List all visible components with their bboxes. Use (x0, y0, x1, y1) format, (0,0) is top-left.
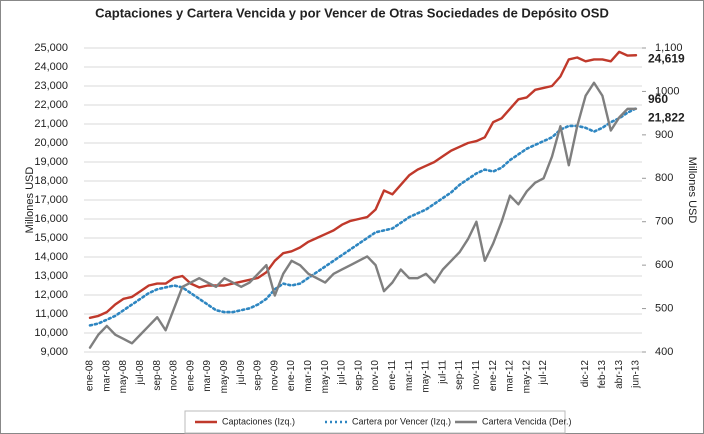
y-tick-label: 18,000 (34, 175, 68, 187)
y-tick-label: 15,000 (34, 232, 68, 244)
x-tick-label: jun-13 (631, 360, 642, 389)
data-label: 24,619 (648, 51, 685, 65)
y2-tick-label: 600 (655, 259, 673, 271)
y-tick-label: 25,000 (34, 42, 68, 54)
x-tick-label: feb-13 (597, 360, 608, 389)
x-tick-label: jul-12 (538, 360, 549, 386)
y-tick-label: 24,000 (34, 61, 68, 73)
x-tick-label: mar-09 (202, 360, 213, 392)
x-tick-label: may-08 (118, 360, 129, 394)
x-tick-label: jul-08 (135, 360, 146, 386)
legend-label: Captaciones (Izq.) (222, 416, 295, 426)
x-tick-label: ene-10 (286, 360, 297, 392)
y2-tick-label: 400 (655, 346, 673, 358)
x-tick-label: abr-13 (614, 360, 625, 389)
x-tick-label: sep-08 (152, 360, 163, 391)
x-tick-label: nov-08 (169, 360, 180, 391)
y-tick-label: 12,000 (34, 289, 68, 301)
x-tick-label: mar-08 (101, 360, 112, 392)
y-tick-label: 19,000 (34, 156, 68, 168)
y2-tick-label: 900 (655, 129, 673, 141)
x-tick-label: sep-11 (454, 360, 465, 390)
series-line (88, 81, 638, 349)
y2-tick-label: 1,100 (655, 42, 683, 54)
x-tick-label: jul-09 (236, 360, 247, 386)
x-tick-label: ene-08 (85, 360, 96, 392)
series-line (88, 107, 638, 327)
y-tick-label: 23,000 (34, 80, 68, 92)
series-line (88, 50, 638, 319)
x-tick-label: nov-10 (370, 360, 381, 391)
y2-tick-label: 1000 (655, 85, 679, 97)
x-tick-label: sep-10 (353, 360, 364, 391)
y2-axis-label: Millones USD (686, 157, 698, 224)
y-axis-label: Millones USD (24, 167, 36, 234)
x-tick-label: dic-12 (580, 360, 591, 388)
x-tick-label: nov-11 (471, 360, 482, 390)
y-tick-label: 10,000 (34, 327, 68, 339)
y-tick-label: 17,000 (34, 194, 68, 206)
x-tick-label: mar-10 (303, 360, 314, 392)
x-tick-label: ene-12 (488, 360, 499, 392)
x-tick-label: mar-11 (404, 360, 415, 391)
y-tick-label: 16,000 (34, 213, 68, 225)
x-tick-label: ene-11 (387, 360, 398, 391)
legend-label: Cartera por Vencer (Izq.) (352, 416, 451, 426)
legend-box (184, 410, 566, 434)
y-tick-label: 20,000 (34, 137, 68, 149)
x-tick-label: may-11 (421, 360, 432, 393)
x-tick-label: may-09 (219, 360, 230, 394)
y2-tick-label: 500 (655, 302, 673, 314)
x-tick-label: sep-09 (253, 360, 264, 391)
y-tick-label: 11,000 (35, 308, 68, 320)
y2-tick-label: 700 (655, 216, 673, 228)
x-tick-label: jul-10 (337, 360, 348, 386)
y-tick-label: 13,000 (34, 270, 68, 282)
data-label: 960 (648, 92, 668, 106)
y-tick-label: 14,000 (34, 251, 68, 263)
x-tick-label: mar-12 (505, 360, 516, 392)
legend-label: Cartera Vencida (Der.) (482, 416, 572, 426)
y-tick-label: 21,000 (34, 118, 68, 130)
y-tick-label: 9,000 (40, 346, 68, 358)
x-tick-label: may-10 (320, 360, 331, 394)
y2-tick-label: 800 (655, 172, 673, 184)
y-tick-label: 22,000 (34, 99, 68, 111)
data-label: 21,822 (648, 111, 685, 125)
x-tick-label: may-12 (521, 360, 532, 394)
x-tick-label: jul-11 (437, 360, 448, 385)
x-tick-label: nov-09 (269, 360, 280, 391)
chart-title: Captaciones y Cartera Vencida y por Venc… (95, 5, 609, 20)
x-tick-label: ene-09 (185, 360, 196, 392)
